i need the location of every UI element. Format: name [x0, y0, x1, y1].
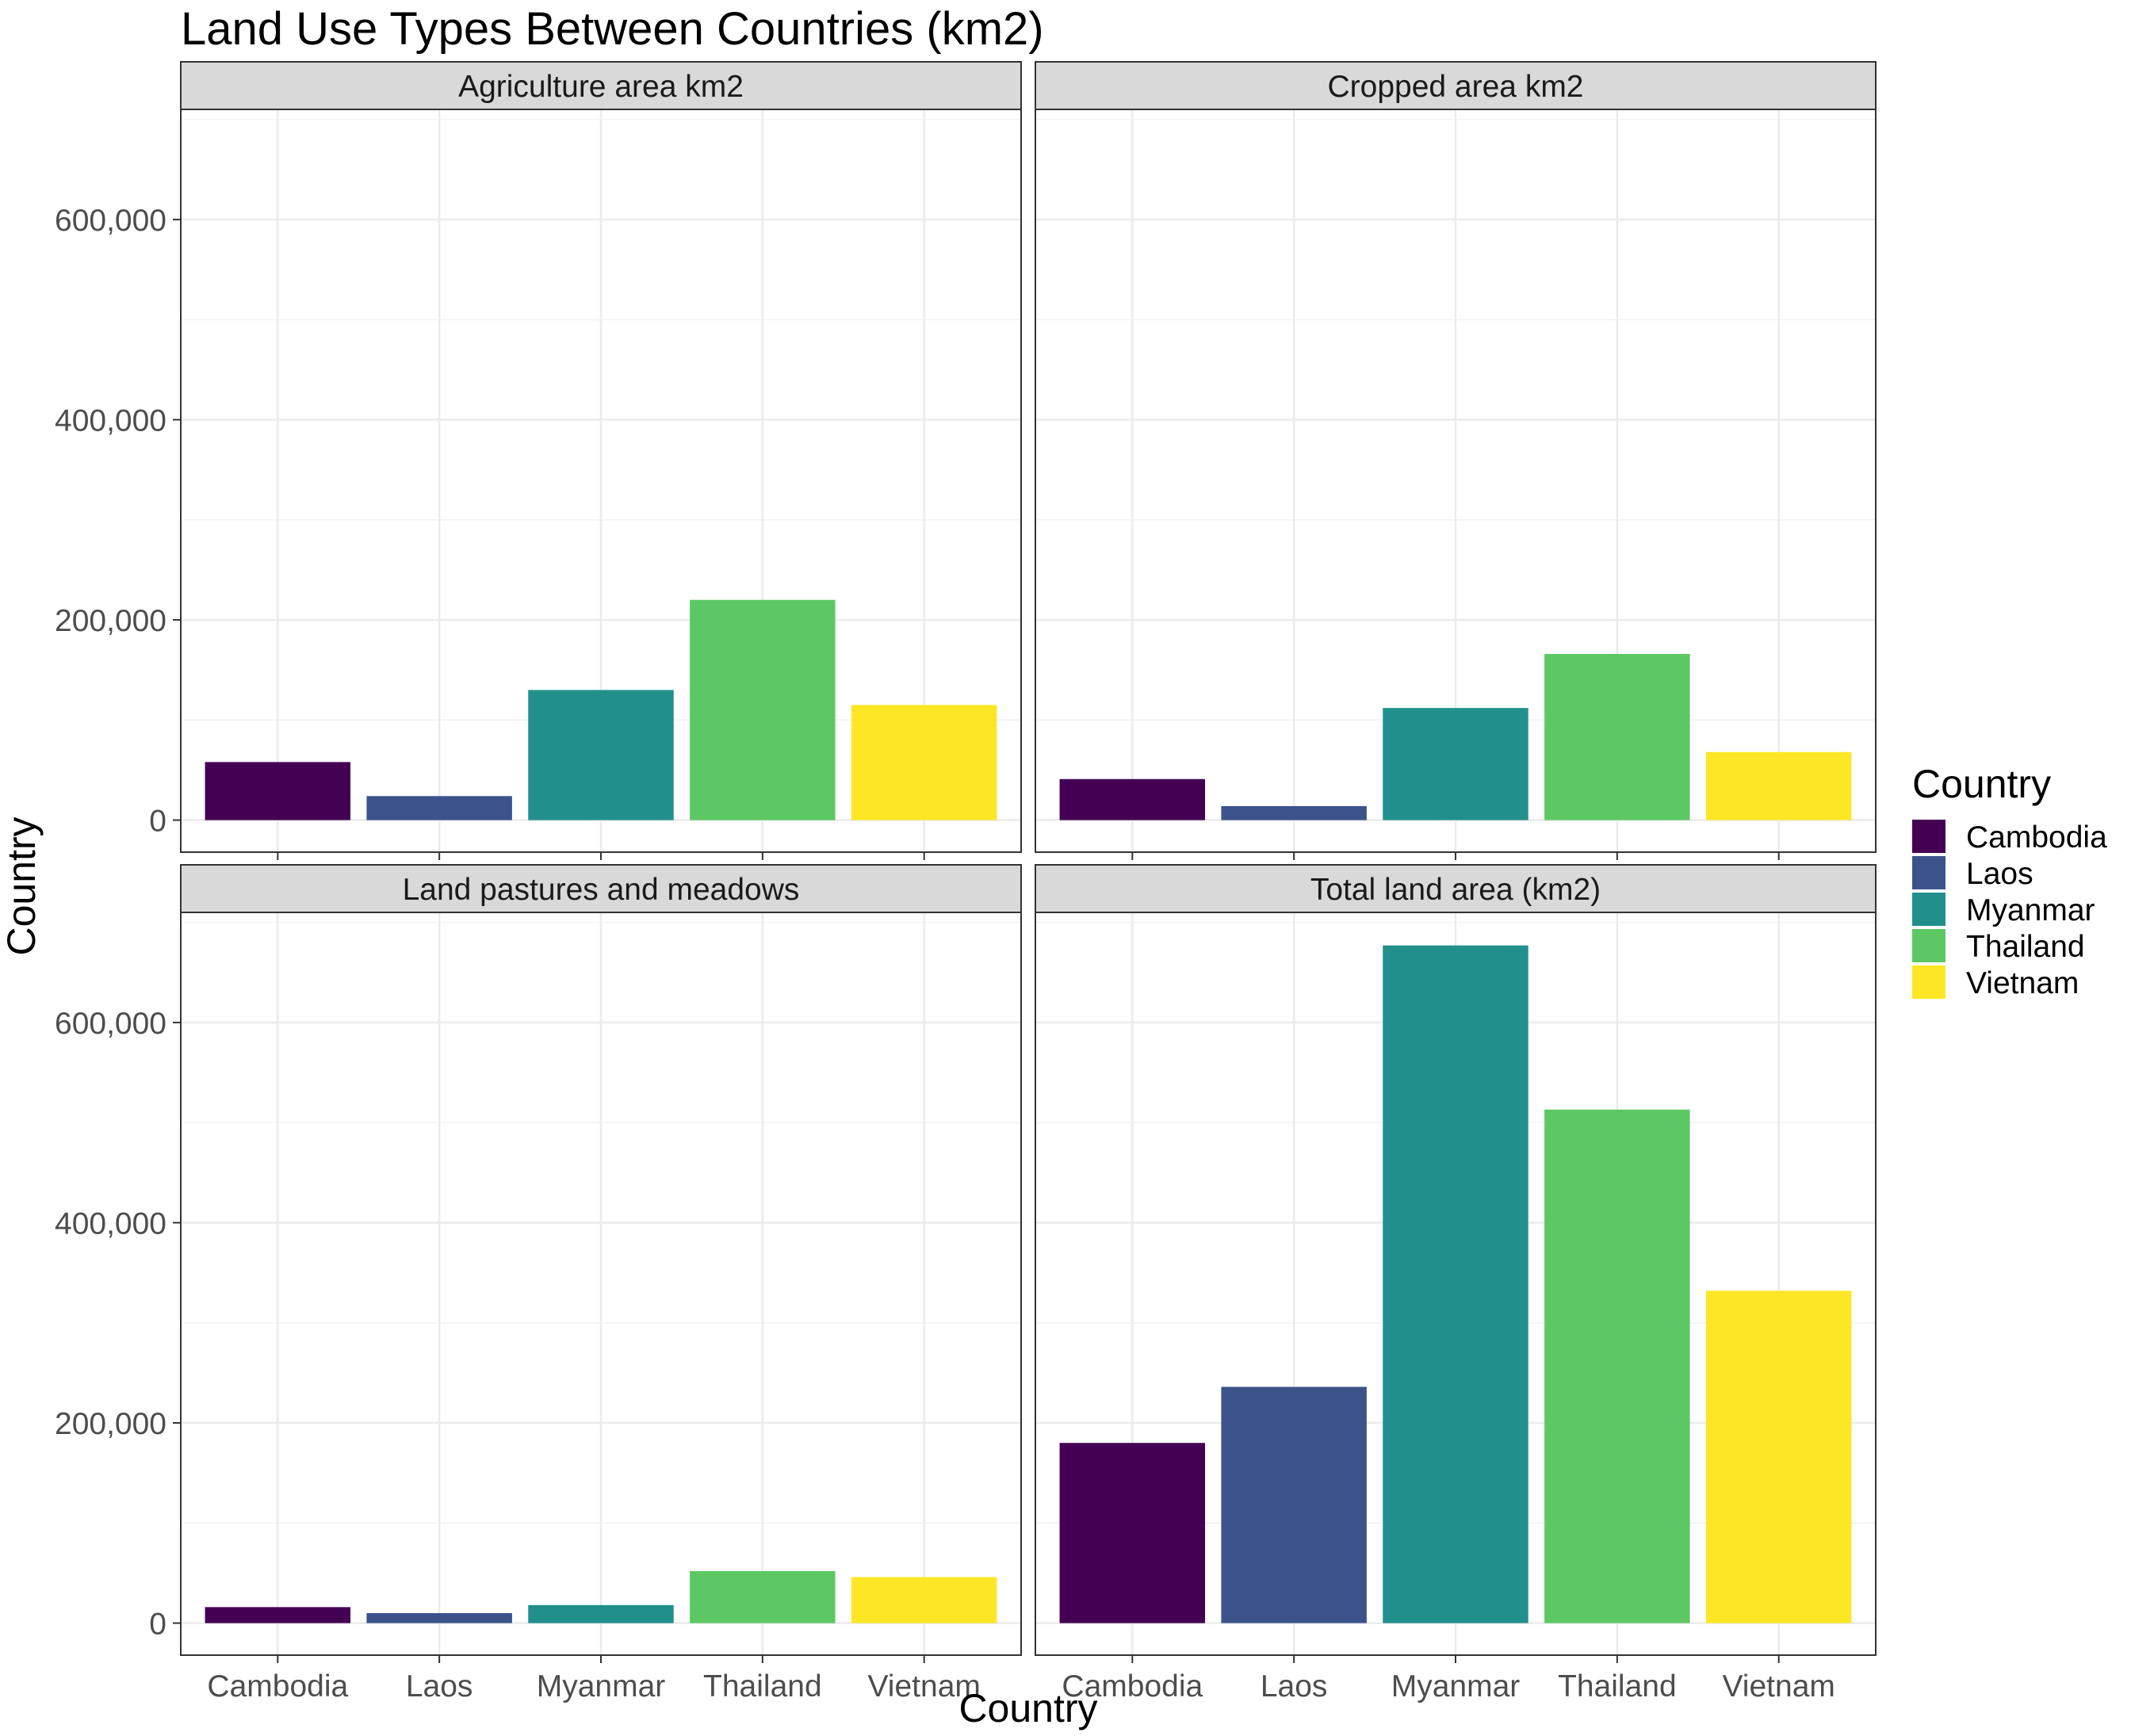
bar-thailand	[1544, 653, 1690, 820]
bar-cambodia	[1059, 778, 1206, 820]
bar-thailand	[690, 1570, 836, 1623]
x-tick-label: Thailand	[1558, 1669, 1677, 1703]
bar-myanmar	[1383, 945, 1528, 1623]
bar-vietnam	[851, 1577, 997, 1623]
y-tick-label: 0	[149, 1608, 166, 1642]
y-tick-label: 200,000	[55, 1407, 166, 1441]
facet-strip	[180, 864, 1022, 913]
legend: Country CambodiaLaosMyanmarThailandVietn…	[1912, 762, 2107, 1000]
y-tick-label: 600,000	[55, 204, 166, 238]
bar-vietnam	[1705, 751, 1852, 820]
y-tick-label: 600,000	[55, 1007, 166, 1041]
bar-myanmar	[528, 690, 674, 820]
bar-thailand	[690, 599, 836, 820]
bar-vietnam	[851, 705, 997, 820]
y-axis: 0 200,000 400,000 600,000 0 200,000 400,000 600…	[55, 204, 181, 1642]
x-tick-label: Laos	[406, 1669, 473, 1703]
y-tick-label: 400,000	[55, 1206, 166, 1241]
x-tick-label: Laos	[1261, 1669, 1328, 1703]
bar-laos	[1221, 805, 1367, 820]
facet-strip	[180, 61, 1022, 110]
x-tick-label: Myanmar	[1391, 1669, 1521, 1703]
legend-key-thailand	[1912, 929, 1945, 962]
bar-thailand	[1544, 1109, 1690, 1623]
facet-panel-1: Agriculture area km2	[180, 61, 1022, 853]
facet-strip-label: Land pastures and meadows	[403, 873, 800, 907]
x-tick-label: Vietnam	[868, 1669, 981, 1703]
y-axis-title: Country	[0, 816, 44, 955]
x-tick-label: Vietnam	[1723, 1669, 1835, 1703]
facet-strip-label: Agriculture area km2	[458, 70, 744, 104]
y-tick-label: 200,000	[55, 604, 166, 638]
bar-cambodia	[205, 762, 351, 820]
legend-label-myanmar: Myanmar	[1966, 893, 2095, 927]
chart-title: Land Use Types Between Countries (km2)	[181, 3, 1044, 55]
legend-label-cambodia: Cambodia	[1966, 820, 2107, 855]
x-tick-label: Cambodia	[207, 1669, 348, 1703]
legend-key-laos	[1912, 856, 1945, 889]
x-axis: Cambodia Laos Myanmar Thailand Vietnam Cambod…	[207, 852, 1835, 1703]
x-tick-label: Cambodia	[1062, 1669, 1203, 1703]
bar-myanmar	[528, 1604, 674, 1623]
facet-strip-label: Cropped area km2	[1327, 70, 1583, 104]
legend-key-vietnam	[1912, 966, 1945, 999]
legend-label-vietnam: Vietnam	[1966, 966, 2079, 1000]
y-tick-label: 400,000	[55, 403, 166, 438]
bar-laos	[1221, 1386, 1367, 1623]
x-tick-label: Thailand	[703, 1669, 822, 1703]
legend-title: Country	[1912, 762, 2051, 806]
bar-laos	[366, 1612, 512, 1623]
legend-label-laos: Laos	[1966, 857, 2033, 891]
facet-panels: Agriculture area km2 Cropped area km2 Land…	[180, 61, 1877, 1656]
facet-panel-2: Cropped area km2	[1035, 61, 1877, 853]
legend-label-thailand: Thailand	[1966, 930, 2085, 964]
x-axis-title: Country	[958, 1686, 1097, 1730]
facet-strip	[1035, 61, 1877, 110]
legend-key-myanmar	[1912, 893, 1945, 926]
bar-cambodia	[205, 1607, 351, 1623]
facet-strip	[1035, 864, 1877, 913]
facet-panel-3: Land pastures and meadows	[180, 864, 1022, 1656]
bar-cambodia	[1059, 1443, 1206, 1623]
x-tick-label: Myanmar	[537, 1669, 666, 1703]
bar-laos	[366, 796, 512, 820]
facet-panel-4: Total land area (km2)	[1035, 864, 1877, 1656]
bar-myanmar	[1383, 708, 1528, 820]
y-tick-label: 0	[149, 805, 166, 839]
facet-strip-label: Total land area (km2)	[1310, 873, 1601, 907]
bar-vietnam	[1705, 1291, 1852, 1623]
legend-key-cambodia	[1912, 820, 1945, 853]
